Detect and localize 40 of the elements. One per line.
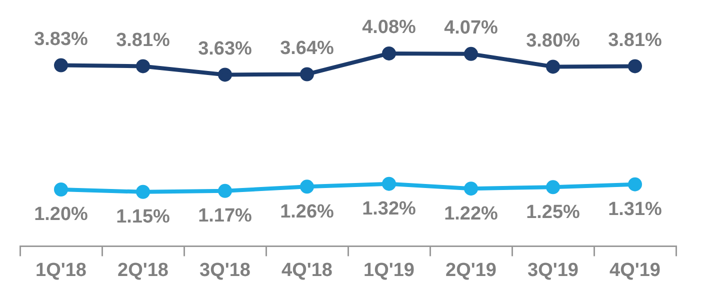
- point: [54, 58, 68, 72]
- data-label: 3.81%: [608, 30, 662, 51]
- data-label: 3.63%: [198, 38, 252, 60]
- data-label: 3.83%: [34, 29, 88, 50]
- x-tick-label: 2Q'19: [446, 260, 496, 281]
- point: [464, 46, 478, 61]
- point: [628, 59, 642, 74]
- point: [54, 182, 68, 197]
- data-label: 3.81%: [116, 30, 170, 51]
- data-label: 4.08%: [362, 17, 416, 38]
- data-label: 1.17%: [198, 206, 252, 227]
- data-label: 3.64%: [280, 38, 334, 59]
- data-label: 1.32%: [362, 198, 416, 220]
- data-label: 1.25%: [526, 202, 580, 223]
- point: [546, 180, 560, 194]
- point: [382, 176, 396, 191]
- x-tick-label: 4Q'19: [610, 260, 660, 281]
- x-tick-label: 1Q'19: [364, 260, 414, 281]
- x-tick-label: 2Q'18: [118, 260, 168, 281]
- point: [136, 184, 150, 199]
- x-tick-label: 3Q'18: [200, 260, 250, 281]
- data-label: 3.80%: [526, 30, 580, 52]
- data-label: 1.15%: [116, 206, 170, 228]
- point: [218, 184, 232, 198]
- point: [464, 182, 478, 196]
- data-label: 1.26%: [280, 201, 334, 222]
- x-tick-label: 1Q'18: [36, 260, 86, 281]
- point: [300, 180, 314, 194]
- data-label: 1.22%: [444, 203, 498, 224]
- data-label: 1.31%: [608, 199, 662, 220]
- point: [382, 46, 396, 60]
- point: [300, 67, 314, 82]
- x-tick-label: 4Q'18: [282, 260, 332, 281]
- point: [546, 60, 560, 74]
- point: [136, 59, 150, 74]
- point: [628, 177, 642, 192]
- point: [218, 68, 232, 82]
- data-label: 1.20%: [34, 204, 88, 226]
- data-label: 4.07%: [444, 18, 498, 39]
- x-tick-label: 3Q'19: [528, 260, 578, 281]
